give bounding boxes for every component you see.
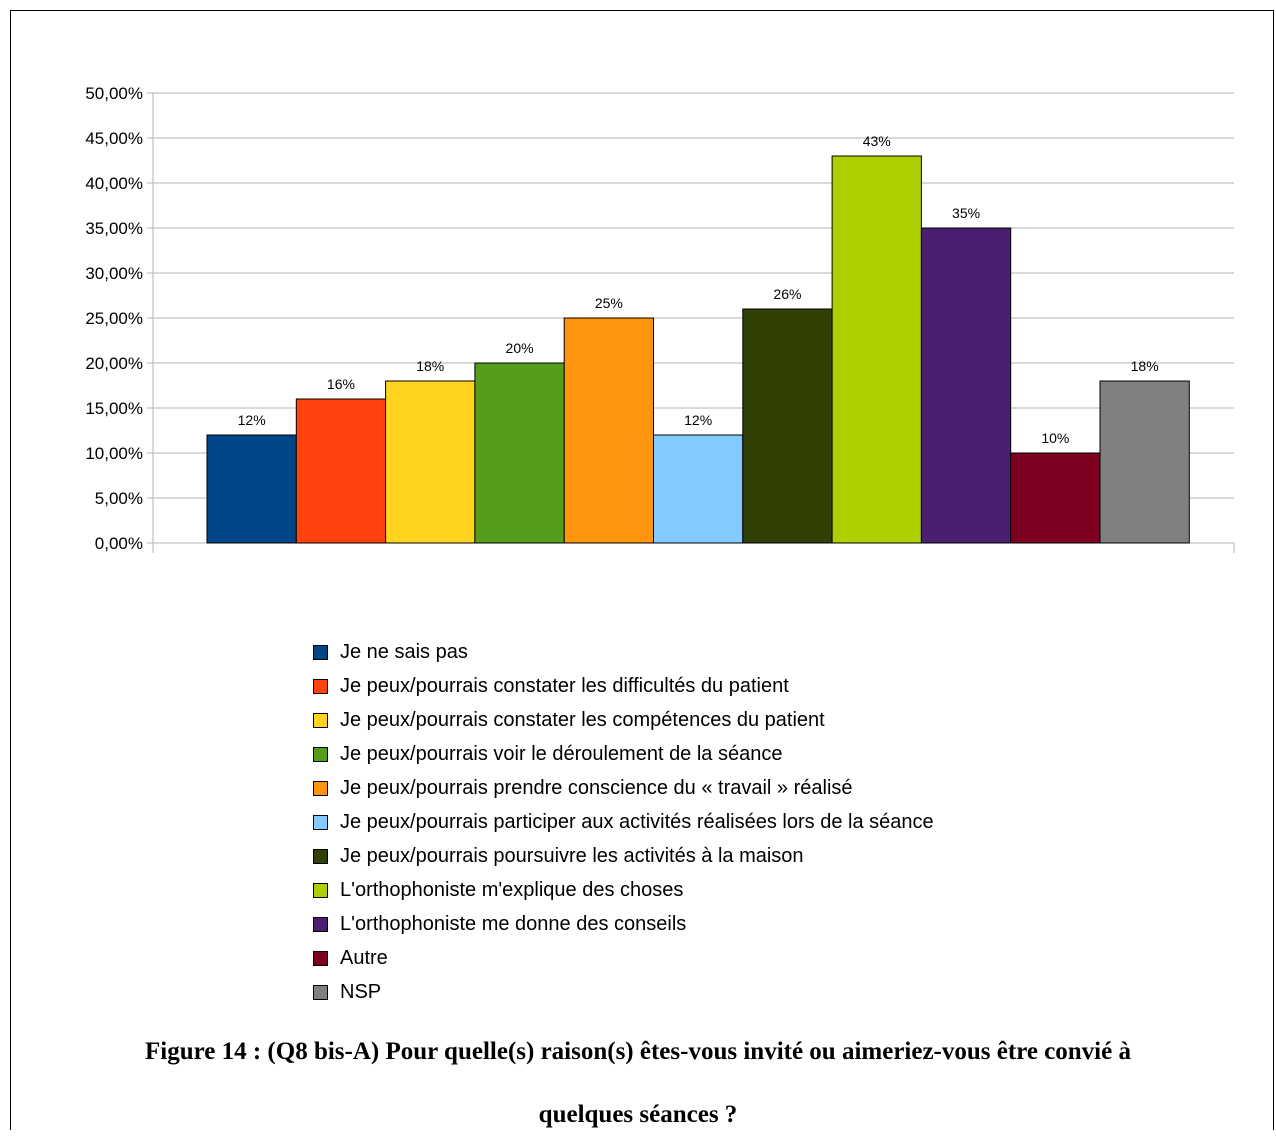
bar	[295, 398, 387, 544]
legend-swatch	[313, 950, 328, 966]
y-tick-label: 25,00%	[85, 309, 143, 328]
legend-item: L'orthophoniste m'explique des choses	[313, 873, 934, 907]
y-tick-label: 5,00%	[95, 489, 143, 508]
legend-swatch	[313, 882, 328, 898]
legend-swatch	[313, 916, 328, 932]
legend-swatch	[313, 848, 328, 864]
legend-label: Je peux/pourrais constater les difficult…	[340, 674, 789, 697]
legend-item: Je peux/pourrais constater les compétenc…	[313, 703, 934, 737]
legend-item: Autre	[313, 941, 934, 975]
data-label: 12%	[684, 412, 712, 428]
data-labels: 12% 16% 18% 20% 25% 12% 26% 43% 35% 10% 18%	[238, 133, 1159, 446]
legend-label: Je peux/pourrais voir le déroulement de …	[340, 742, 783, 765]
y-tick-label: 30,00%	[85, 264, 143, 283]
legend-label: Je ne sais pas	[340, 640, 468, 663]
data-label: 20%	[506, 340, 534, 356]
legend-item: Je peux/pourrais prendre conscience du «…	[313, 771, 934, 805]
legend-item: Je ne sais pas	[313, 635, 934, 669]
bar	[742, 308, 833, 544]
legend-swatch	[313, 780, 328, 796]
legend-item: Je peux/pourrais poursuivre les activité…	[313, 839, 934, 873]
bar	[474, 362, 565, 544]
bar	[920, 227, 1012, 544]
data-label: 25%	[595, 295, 623, 311]
y-tick-label: 0,00%	[95, 534, 143, 553]
caption-line-2: quelques séances ?	[538, 1101, 738, 1128]
legend-item: Je peux/pourrais participer aux activité…	[313, 805, 934, 839]
data-label: 10%	[1041, 430, 1069, 446]
legend-swatch	[313, 678, 328, 694]
legend-swatch	[313, 814, 328, 830]
legend-label: Je peux/pourrais constater les compétenc…	[340, 708, 825, 731]
bar	[1010, 452, 1101, 544]
legend-label: Je peux/pourrais participer aux activité…	[340, 810, 934, 833]
legend-label: Je peux/pourrais prendre conscience du «…	[340, 776, 853, 799]
data-label: 16%	[327, 376, 355, 392]
legend-label: NSP	[340, 980, 382, 1003]
legend-item: NSP	[313, 975, 934, 1009]
legend: Je ne sais pas Je peux/pourrais constater…	[313, 635, 934, 1009]
y-tick-label: 50,00%	[85, 84, 143, 103]
legend-swatch	[313, 984, 328, 1000]
y-tick-label: 20,00%	[85, 354, 143, 373]
legend-swatch	[313, 746, 328, 762]
bar	[653, 434, 744, 544]
y-axis: 0,00% 5,00% 10,00% 15,00% 20,00% 25,00% 30,00%…	[85, 84, 1235, 553]
legend-label: Autre	[340, 946, 388, 969]
y-tick-label: 10,00%	[85, 444, 143, 463]
figure-caption: Figure 14 : (Q8 bis-A) Pour quelle(s) ra…	[0, 1020, 1276, 1146]
bar	[563, 317, 655, 544]
data-label: 26%	[773, 286, 801, 302]
legend-label: Je peux/pourrais poursuivre les activité…	[340, 844, 804, 867]
bar	[831, 155, 922, 544]
bars	[206, 155, 1190, 544]
y-tick-label: 40,00%	[85, 174, 143, 193]
y-tick-label: 15,00%	[85, 399, 143, 418]
bar	[385, 380, 476, 544]
legend-label: L'orthophoniste me donne des conseils	[340, 912, 687, 935]
legend-item: L'orthophoniste me donne des conseils	[313, 907, 934, 941]
chart-frame	[10, 10, 1274, 1130]
data-label: 12%	[238, 412, 266, 428]
data-label: 18%	[416, 358, 444, 374]
bar	[206, 434, 297, 544]
y-tick-label: 45,00%	[85, 129, 143, 148]
caption-line-1: Figure 14 : (Q8 bis-A) Pour quelle(s) ra…	[145, 1038, 1131, 1065]
legend-swatch	[313, 644, 328, 660]
legend-label: L'orthophoniste m'explique des choses	[340, 878, 684, 901]
legend-item: Je peux/pourrais constater les difficult…	[313, 669, 934, 703]
bar	[1099, 380, 1190, 544]
legend-item: Je peux/pourrais voir le déroulement de …	[313, 737, 934, 771]
data-label: 35%	[952, 205, 980, 221]
y-tick-label: 35,00%	[85, 219, 143, 238]
data-label: 18%	[1131, 358, 1159, 374]
legend-swatch	[313, 712, 328, 728]
data-label: 43%	[863, 133, 891, 149]
